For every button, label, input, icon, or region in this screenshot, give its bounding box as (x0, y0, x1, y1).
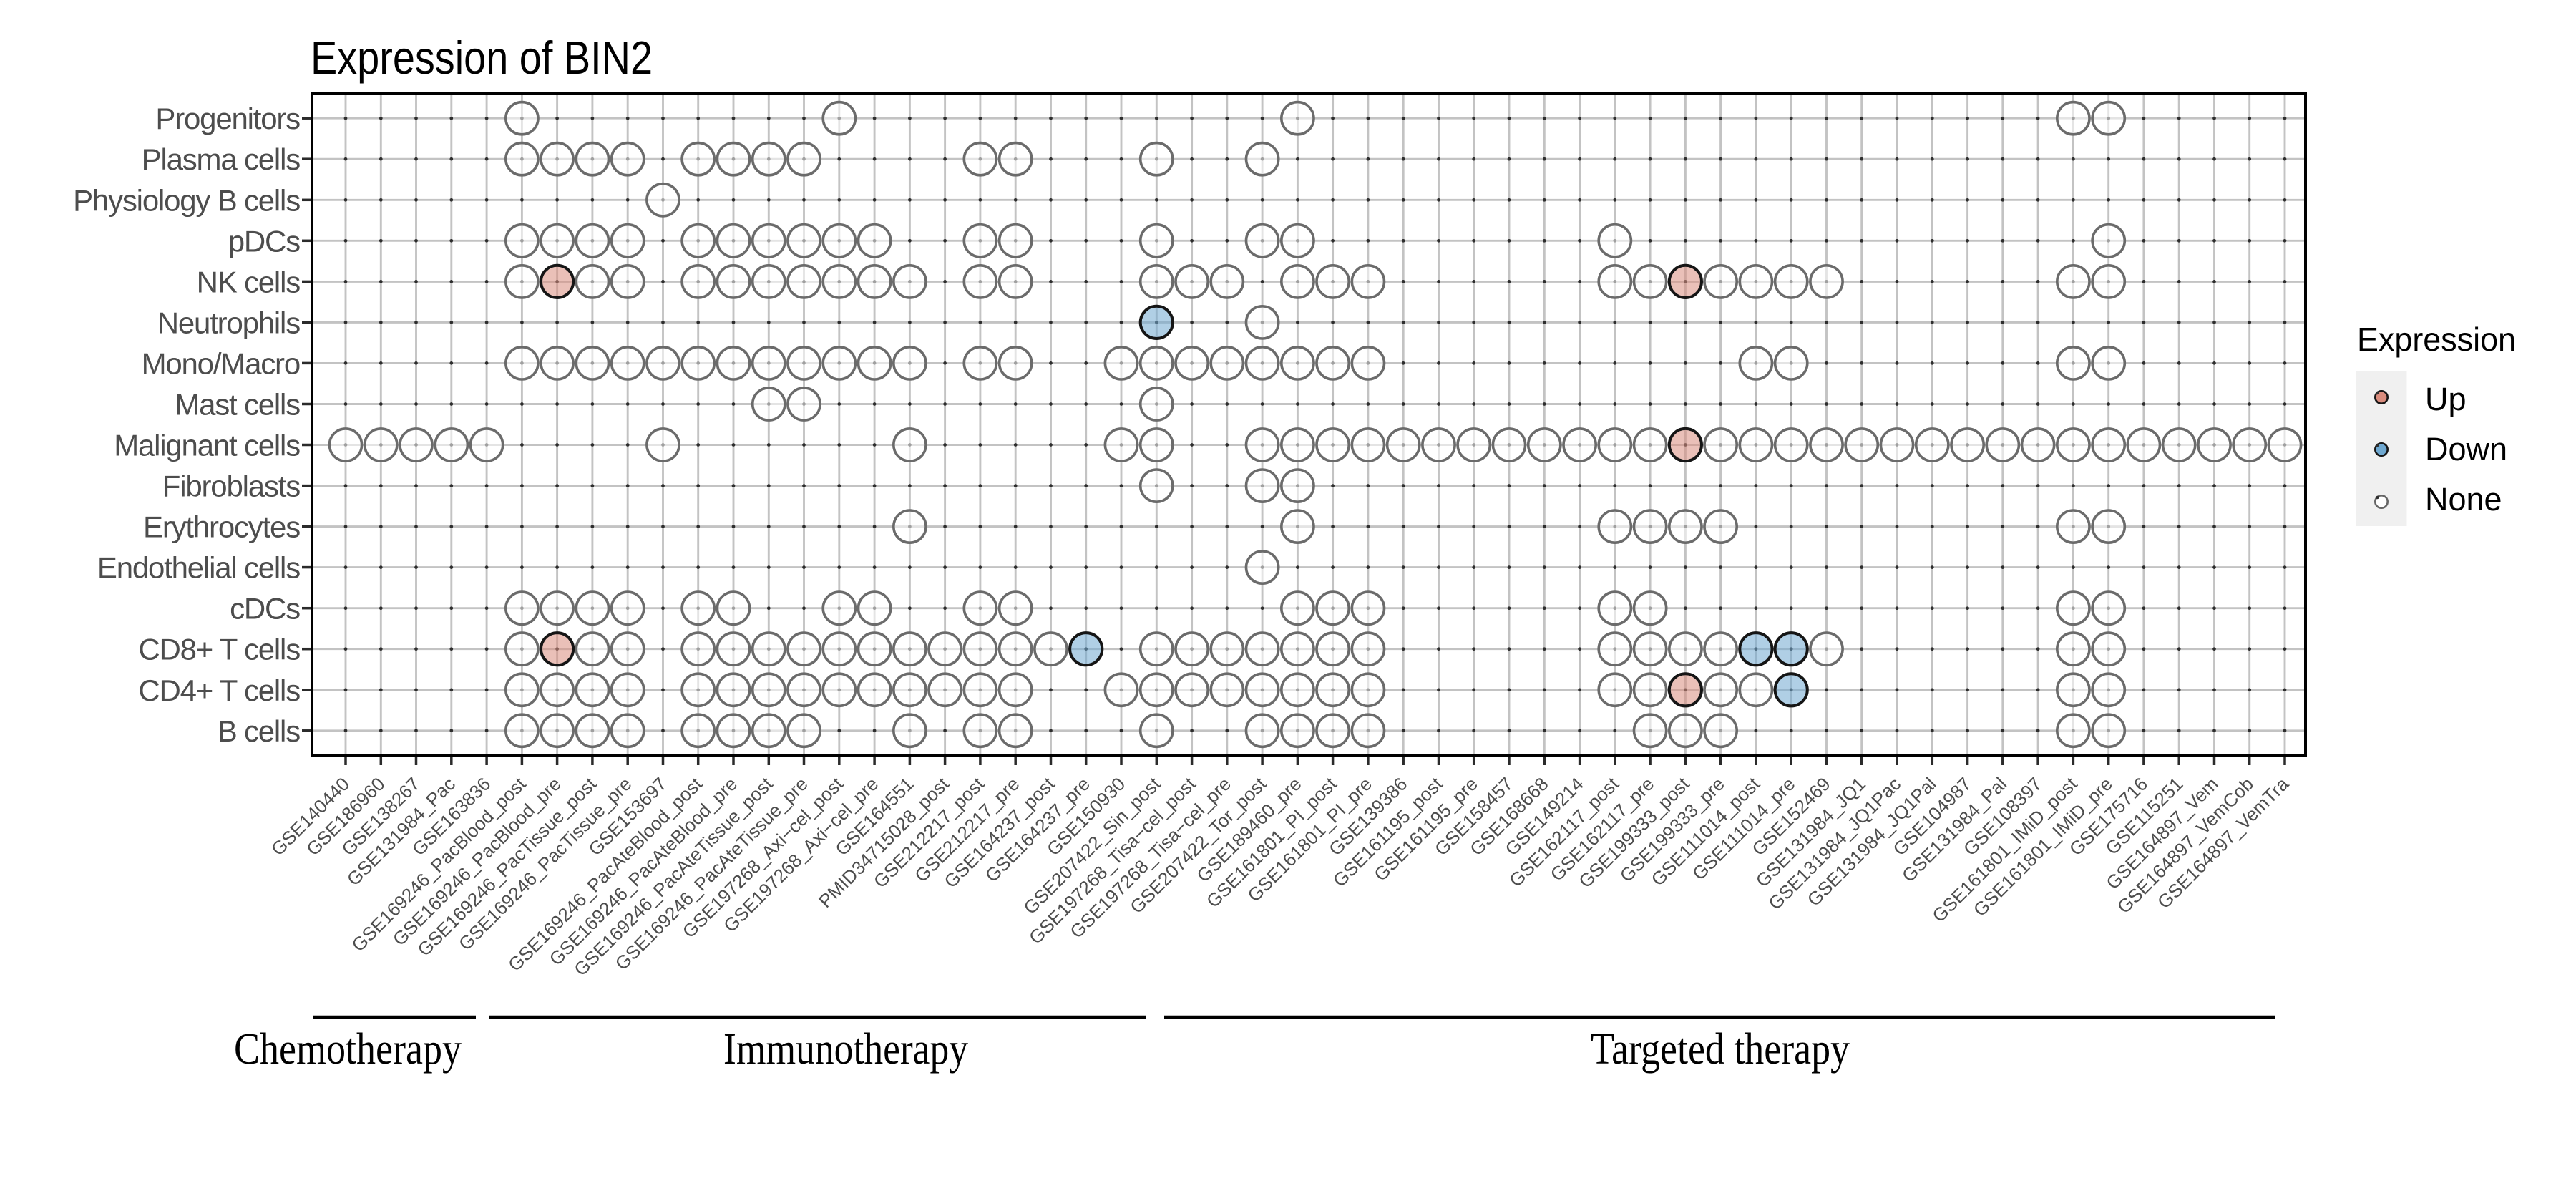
svg-text:Plasma cells: Plasma cells (142, 142, 301, 176)
svg-text:Mast cells: Mast cells (175, 388, 300, 422)
svg-text:Physiology B cells: Physiology B cells (73, 183, 300, 217)
svg-text:B cells: B cells (218, 714, 301, 748)
svg-text:Chemotherapy: Chemotherapy (234, 1025, 462, 1074)
svg-text:NK cells: NK cells (197, 265, 301, 298)
svg-text:CD4+ T cells: CD4+ T cells (138, 674, 300, 707)
svg-text:Mono/Macro: Mono/Macro (142, 346, 300, 380)
svg-text:Down: Down (2425, 431, 2507, 467)
svg-text:Expression: Expression (2357, 321, 2516, 358)
svg-text:Endothelial cells: Endothelial cells (97, 551, 300, 585)
svg-text:Expression of BIN2: Expression of BIN2 (311, 31, 653, 84)
svg-text:Immunotherapy: Immunotherapy (723, 1025, 968, 1074)
svg-text:pDCs: pDCs (228, 224, 300, 258)
svg-text:cDCs: cDCs (230, 592, 300, 626)
svg-text:Fibroblasts: Fibroblasts (162, 470, 300, 503)
svg-text:None: None (2425, 481, 2502, 517)
svg-text:Progenitors: Progenitors (155, 102, 300, 135)
svg-text:CD8+ T cells: CD8+ T cells (138, 633, 300, 666)
svg-text:Malignant cells: Malignant cells (114, 429, 300, 462)
svg-text:Neutrophils: Neutrophils (157, 306, 300, 339)
svg-text:Up: Up (2425, 381, 2467, 417)
svg-text:Targeted therapy: Targeted therapy (1591, 1025, 1850, 1074)
svg-text:Erythrocytes: Erythrocytes (143, 510, 300, 544)
